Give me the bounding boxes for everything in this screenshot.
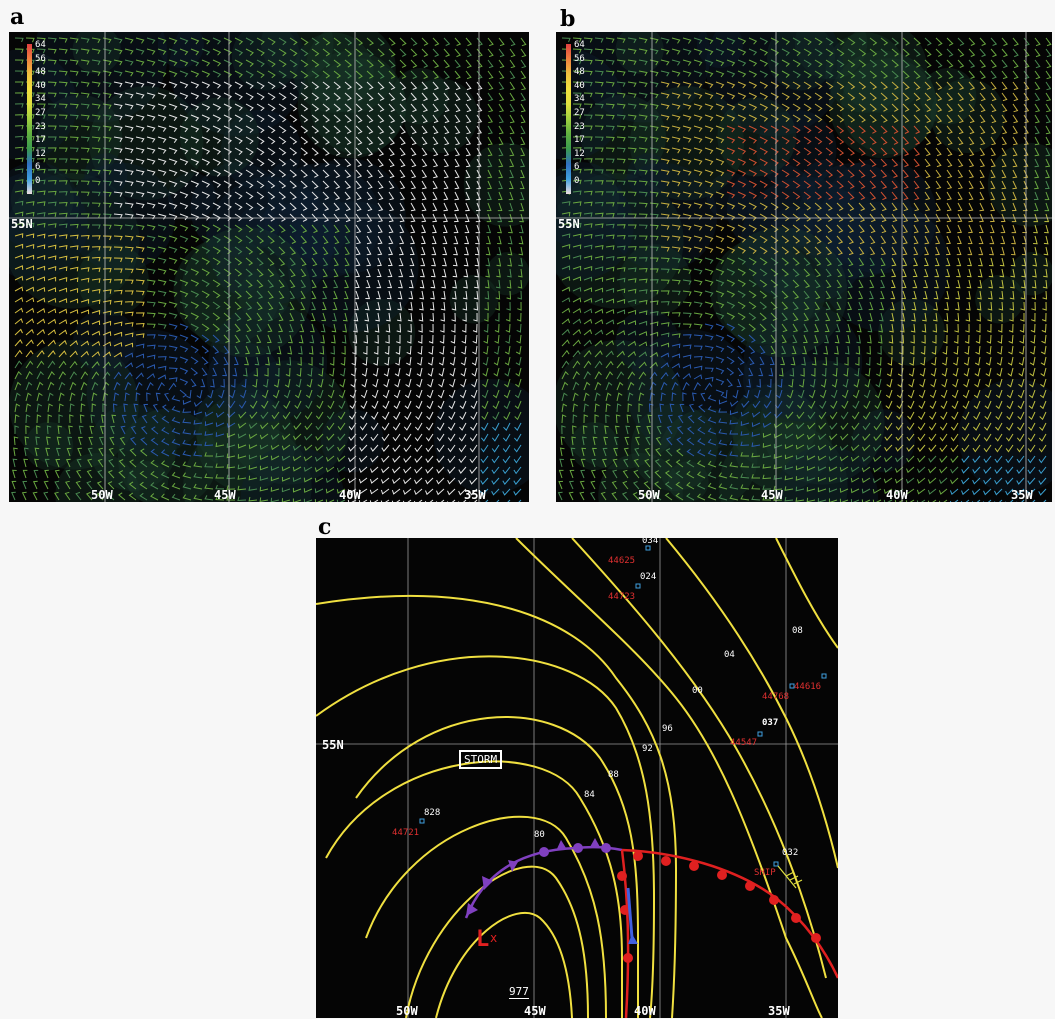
lon-label-50w: 50W [638,488,660,502]
legend-value: 48 [574,67,585,78]
legend-value: 48 [35,67,46,78]
isobar-label-84: 84 [584,790,595,800]
surface-analysis-panel-c: L x 55N 50W 45W 40W 35W STORM 977 80 84 … [316,538,838,1018]
legend-value: 34 [35,94,46,105]
station-44547: 44547 [730,738,758,748]
legend-value: 17 [574,135,585,146]
low-pressure-symbol: L [476,927,489,952]
ship-wind-barb [777,865,803,889]
warm-front-symbols [633,851,821,943]
lon-label-45w: 45W [214,488,236,502]
obs-value-037: 037 [762,718,779,728]
lat-label-55n: 55N [11,217,33,231]
cold-front-segment [626,887,634,939]
lon-label-40w: 40W [886,488,908,502]
wind-barb-field-a [9,32,529,502]
station-markers [419,545,827,867]
legend-value: 56 [574,53,585,64]
wind-barbs [11,37,527,502]
isobar-label-88: 88 [608,770,619,780]
legend-value: 17 [35,135,46,146]
lon-label-35w: 35W [768,1004,790,1018]
station-44721: 44721 [392,828,420,838]
obs-value-024: 024 [640,572,657,582]
cold-front-symbols [617,871,633,963]
isobar-label-80: 80 [534,830,545,840]
legend-value: 56 [35,53,46,64]
graticule [556,32,1052,502]
legend-color-bar [27,44,32,194]
legend-value: 12 [35,148,46,159]
legend-value: 40 [35,80,46,91]
legend-value: 64 [35,40,46,50]
legend-value: 34 [574,94,585,105]
storm-label: STORM [459,750,503,769]
isobars [316,538,838,1018]
legend-color-bar [566,44,571,194]
station-44616: 44616 [794,682,822,692]
cold-front [620,849,630,1018]
isobar-label-92: 92 [642,744,653,754]
legend-value: 6 [35,162,41,173]
panel-label-c: c [318,514,332,540]
wind-barbs [557,37,1052,502]
lon-label-45w: 45W [761,488,783,502]
lat-label-55n: 55N [322,738,344,752]
station-44723: 44723 [608,592,636,602]
lon-label-50w: 50W [91,488,113,502]
isobar-label-04: 04 [724,650,735,660]
lon-label-35w: 35W [464,488,486,502]
occluded-front-symbols [466,838,611,916]
station-ship: SHIP [754,868,776,878]
lat-label-55n: 55N [558,217,580,231]
lon-label-40w: 40W [634,1004,656,1018]
legend-value: 27 [35,108,46,118]
legend-value: 23 [35,121,46,132]
panel-label-a: a [10,4,25,30]
legend-value: 12 [574,148,585,159]
cold-front-triangle [628,934,638,944]
obs-value-828: 828 [424,808,441,818]
legend-value: 6 [574,162,580,173]
lon-label-45w: 45W [524,1004,546,1018]
legend-value: 40 [574,80,585,91]
wind-map-panel-a: 64 56 48 40 34 27 23 17 12 6 0 55N 50W 45W 40W 35W [9,32,529,502]
legend-value: 0 [35,176,41,186]
panel-label-b: b [560,6,576,32]
isobar-label-96: 96 [662,724,673,734]
wind-barb-field-b [556,32,1052,502]
station-44625: 44625 [608,556,636,566]
isobar-label-00: 00 [692,686,703,696]
graticule [316,538,838,1018]
legend-value: 0 [574,176,580,186]
isobar-front-chart: L x [316,538,838,1018]
legend-value: 64 [574,40,585,50]
obs-value-032: 032 [782,848,799,858]
low-center-marker: x [490,931,497,945]
graticule [9,32,529,502]
obs-value-034: 034 [642,538,659,546]
lon-label-40w: 40W [339,488,361,502]
legend-value: 27 [574,108,585,118]
lon-label-35w: 35W [1011,488,1033,502]
isobar-label-08: 08 [792,626,803,636]
legend-value: 23 [574,121,585,132]
lon-label-50w: 50W [396,1004,418,1018]
central-pressure-label: 977 [509,985,529,999]
wind-map-panel-b: 64 56 48 40 34 27 23 17 12 6 0 55N 50W 45W 40W 35W [556,32,1052,502]
station-44768: 44768 [762,692,790,702]
